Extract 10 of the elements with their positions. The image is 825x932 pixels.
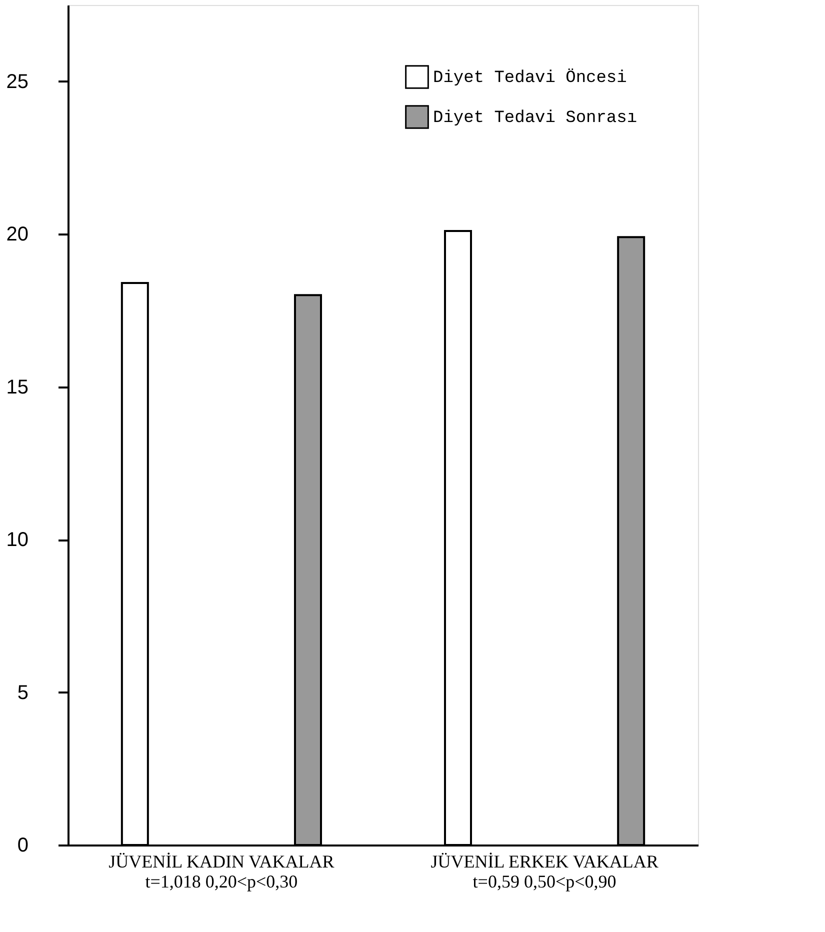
y-tick-label: 20 <box>6 224 28 246</box>
y-tick-label: 5 <box>17 682 28 704</box>
legend-label: Diyet Tedavi Öncesi <box>433 68 627 88</box>
y-tick-label: 25 <box>6 70 28 93</box>
y-tick-label: 0 <box>17 834 28 856</box>
y-tick-label: 10 <box>6 529 28 552</box>
x-tick-label: JÜVENİL ERKEK VAKALAR t=0,59 0,50<p<0,90 <box>430 852 658 892</box>
legend-label: Diyet Tedavi Sonrası <box>433 109 638 128</box>
y-tick-label: 15 <box>6 376 28 398</box>
x-tick-label: JÜVENİL KADIN VAKALAR t=1,018 0,20<p<0,30 <box>108 852 334 892</box>
